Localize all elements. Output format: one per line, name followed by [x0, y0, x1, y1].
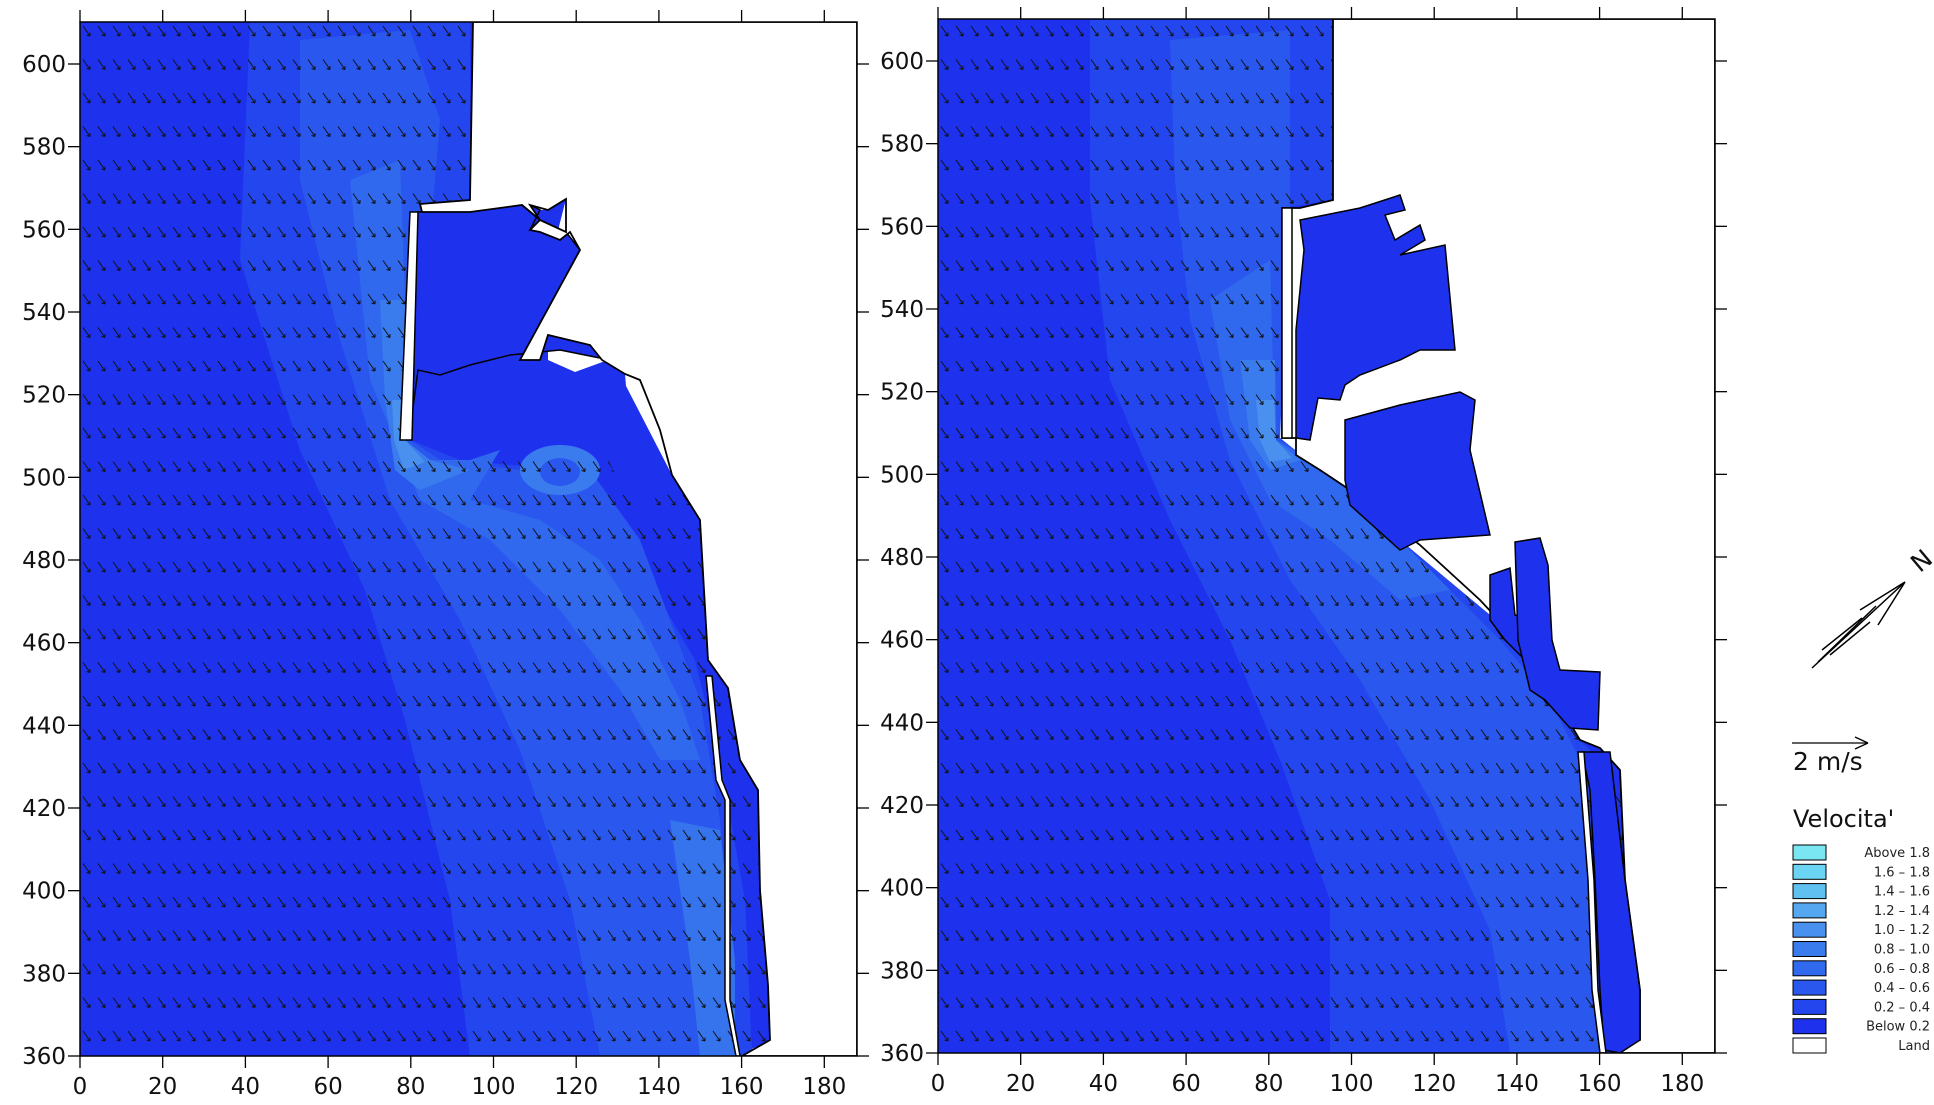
y-tick-label: 460: [880, 628, 924, 654]
coastal-basin-right: [1581, 751, 1641, 1053]
x-tick-label: 180: [1660, 1071, 1704, 1097]
x-tick-label: 40: [231, 1074, 260, 1100]
x-tick-label: 40: [1089, 1071, 1118, 1097]
coastal-seawall-left: [705, 675, 741, 1056]
y-tick-label: 540: [22, 300, 66, 326]
map-frame-left: [79, 21, 858, 1057]
legend-label: 1.6 – 1.8: [1874, 865, 1930, 880]
legend-swatch: [1792, 883, 1827, 900]
legend-swatch: [1792, 921, 1827, 938]
map-panel-right: [938, 19, 1715, 1053]
map-frame-right: [937, 18, 1716, 1054]
legend-swatch: [1792, 1018, 1827, 1035]
axes-right: 0 20 40 60 80 100 120 140 160 180 360 380 400 420 440 4…: [880, 7, 1727, 1097]
legend-label: Below 0.2: [1866, 1020, 1930, 1035]
y-tick-label: 360: [22, 1044, 66, 1070]
north-label: N: [1905, 544, 1934, 578]
x-tick-label: 140: [637, 1074, 681, 1100]
legend-swatch: [1792, 1037, 1827, 1054]
axes-left: 0 20 40 60 80 100 120 140 160 180 360 380 400 420 440 4…: [22, 10, 869, 1100]
y-tick-label: 500: [22, 465, 66, 491]
legend-swatch: [1792, 941, 1827, 957]
legend-label: 0.2 – 0.4: [1874, 1000, 1930, 1015]
legend-label: 1.2 – 1.4: [1874, 904, 1930, 919]
y-tick-label: 600: [22, 52, 66, 78]
x-tick-label: 160: [1578, 1071, 1622, 1097]
legend-label: Above 1.8: [1864, 846, 1930, 861]
pier-right-2: [1514, 537, 1601, 731]
x-tick-label: 0: [931, 1071, 946, 1097]
y-tick-label: 480: [22, 548, 66, 574]
y-tick-label: 420: [880, 793, 924, 819]
legend-swatch: [1792, 863, 1827, 880]
legend-label: 0.4 – 0.6: [1874, 981, 1930, 996]
velocity-vectors-right: [938, 19, 1640, 1053]
y-tick-label: 440: [880, 710, 924, 736]
x-tick-label: 80: [1254, 1071, 1283, 1097]
y-tick-label: 440: [22, 713, 66, 739]
harbour-basin-right-mid: [1344, 391, 1491, 551]
y-tick-label: 420: [22, 796, 66, 822]
y-tick-label: 400: [880, 876, 924, 902]
x-tick-label: 160: [720, 1074, 764, 1100]
y-tick-label: 520: [22, 383, 66, 409]
x-tick-label: 180: [802, 1074, 846, 1100]
y-tick-label: 460: [22, 631, 66, 657]
jetty-right: [1281, 207, 1293, 439]
legend: Above 1.8 1.6 – 1.8 1.4 – 1.6 1.2 – 1.4 1.0 …: [1792, 844, 1930, 1054]
y-tick-label: 500: [880, 462, 924, 488]
harbour-basin-right-north: [1295, 194, 1456, 441]
legend-label: 0.6 – 0.8: [1874, 962, 1930, 977]
legend-label: 1.4 – 1.6: [1874, 885, 1930, 900]
velocity-vectors-left: [80, 22, 772, 1056]
legend-swatch: [1792, 902, 1827, 919]
x-tick-label: 0: [73, 1074, 88, 1100]
y-tick-label: 380: [22, 961, 66, 987]
legend-label: 0.8 – 1.0: [1874, 943, 1930, 958]
x-tick-label: 100: [472, 1074, 516, 1100]
land-area-left: [418, 22, 857, 1056]
north-arrow-icon: [1811, 581, 1906, 669]
legend-label: 1.0 – 1.2: [1874, 923, 1930, 938]
x-tick-label: 80: [396, 1074, 425, 1100]
y-tick-label: 380: [880, 958, 924, 984]
y-tick-label: 580: [880, 132, 924, 158]
x-tick-label: 20: [1006, 1071, 1035, 1097]
scale-label: 2 m/s: [1793, 747, 1863, 776]
x-tick-label: 120: [554, 1074, 598, 1100]
x-tick-label: 20: [148, 1074, 177, 1100]
x-tick-label: 140: [1495, 1071, 1539, 1097]
coastal-seawall-right: [1577, 751, 1607, 1053]
y-tick-label: 560: [880, 214, 924, 240]
map-panel-left: [80, 22, 857, 1056]
y-tick-label: 400: [22, 879, 66, 905]
x-tick-label: 120: [1412, 1071, 1456, 1097]
y-tick-label: 580: [22, 135, 66, 161]
legend-label: Land: [1898, 1039, 1930, 1054]
y-tick-label: 540: [880, 297, 924, 323]
x-tick-label: 60: [1171, 1071, 1200, 1097]
x-tick-label: 60: [313, 1074, 342, 1100]
legend-swatch: [1792, 844, 1827, 861]
legend-swatch: [1792, 998, 1827, 1015]
legend-swatch: [1792, 960, 1827, 977]
y-tick-label: 480: [880, 545, 924, 571]
scale-arrow-icon: [1792, 736, 1869, 750]
y-tick-label: 360: [880, 1041, 924, 1067]
legend-swatch: [1792, 979, 1827, 996]
y-tick-label: 600: [880, 49, 924, 75]
x-tick-label: 100: [1330, 1071, 1374, 1097]
legend-title: Velocita': [1793, 805, 1894, 833]
y-tick-label: 520: [880, 380, 924, 406]
y-tick-label: 560: [22, 217, 66, 243]
jetty-left: [399, 211, 419, 441]
